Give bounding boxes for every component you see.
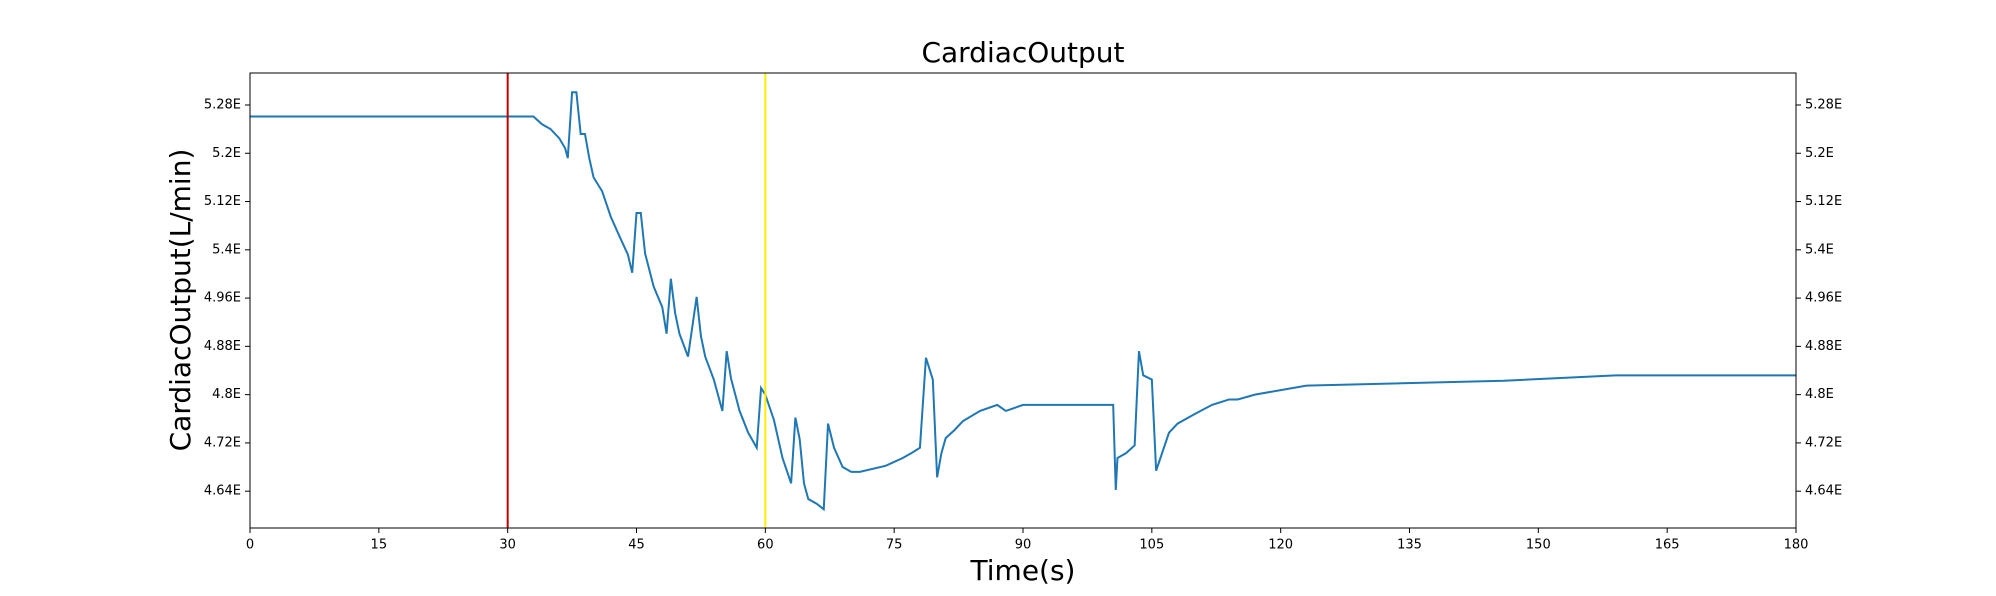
- y2-tick-label: 4.88E: [1805, 339, 1842, 354]
- y-tick-label: 5.12E: [204, 194, 241, 209]
- x-tick-label: 45: [628, 538, 645, 553]
- y-tick-label: 4.64E: [204, 484, 241, 499]
- y2-tick-label: 4.72E: [1805, 435, 1842, 450]
- x-tick-label: 105: [1139, 538, 1164, 553]
- x-axis-label: Time(s): [970, 554, 1076, 587]
- y-tick-label: 5.4E: [212, 242, 241, 257]
- plot-frame: [249, 72, 1797, 529]
- x-tick-label: 0: [246, 538, 254, 553]
- y2-tick-label: 5.2E: [1805, 146, 1834, 161]
- y2-tick-label: 4.96E: [1805, 291, 1842, 306]
- y-tick-label: 4.72E: [204, 435, 241, 450]
- x-tick-label: 180: [1784, 538, 1809, 553]
- x-tick-label: 60: [757, 538, 774, 553]
- x-tick-label: 90: [1015, 538, 1032, 553]
- y-tick-label: 4.96E: [204, 291, 241, 306]
- y-tick-label: 4.8E: [212, 387, 241, 402]
- x-tick-label: 120: [1268, 538, 1293, 553]
- x-tick-label: 75: [886, 538, 903, 553]
- data-line: [250, 91, 1796, 512]
- y-tick-label: 4.88E: [204, 339, 241, 354]
- x-tick-label: 150: [1526, 538, 1551, 553]
- x-tick-label: 165: [1655, 538, 1680, 553]
- y-tick-label: 5.2E: [212, 146, 241, 161]
- x-tick-label: 135: [1397, 538, 1422, 553]
- y2-tick-label: 5.28E: [1805, 97, 1842, 112]
- y2-tick-label: 4.64E: [1805, 484, 1842, 499]
- x-tick-label: 15: [371, 538, 388, 553]
- y2-tick-label: 4.8E: [1805, 387, 1834, 402]
- y-axis-label: CardiacOutput(L/min): [164, 149, 197, 452]
- chart-title: CardiacOutput: [921, 36, 1124, 69]
- y2-tick-label: 5.4E: [1805, 242, 1834, 257]
- x-tick-label: 30: [499, 538, 516, 553]
- y2-tick-label: 5.12E: [1805, 194, 1842, 209]
- y-tick-label: 5.28E: [204, 97, 241, 112]
